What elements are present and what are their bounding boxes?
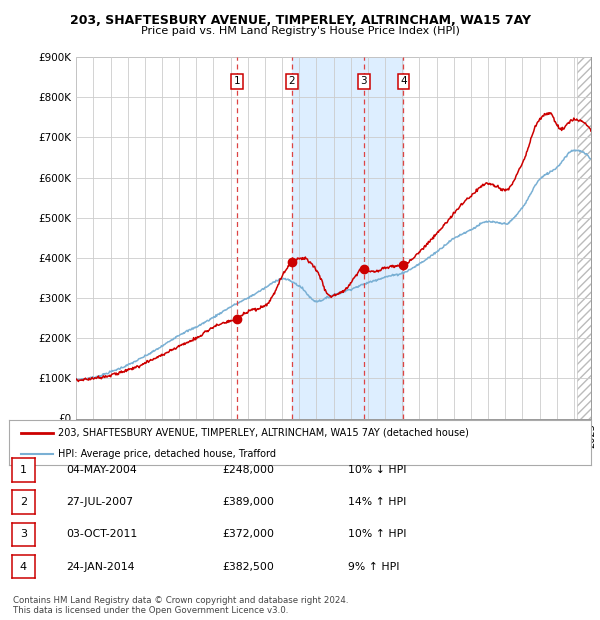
Text: £382,500: £382,500	[222, 562, 274, 572]
Bar	[364, 57, 403, 419]
Text: 03-OCT-2011: 03-OCT-2011	[66, 529, 137, 539]
Text: HPI: Average price, detached house, Trafford: HPI: Average price, detached house, Traf…	[58, 449, 277, 459]
Text: Price paid vs. HM Land Registry's House Price Index (HPI): Price paid vs. HM Land Registry's House …	[140, 26, 460, 36]
Bar	[577, 57, 591, 419]
Text: 27-JUL-2007: 27-JUL-2007	[66, 497, 133, 507]
Text: £389,000: £389,000	[222, 497, 274, 507]
Text: £248,000: £248,000	[222, 465, 274, 475]
Text: 24-JAN-2014: 24-JAN-2014	[66, 562, 134, 572]
Text: 3: 3	[20, 529, 27, 539]
Text: 14% ↑ HPI: 14% ↑ HPI	[348, 497, 406, 507]
Text: 04-MAY-2004: 04-MAY-2004	[66, 465, 137, 475]
Text: 4: 4	[20, 562, 27, 572]
Text: 10% ↓ HPI: 10% ↓ HPI	[348, 465, 407, 475]
Text: £372,000: £372,000	[222, 529, 274, 539]
Text: 9% ↑ HPI: 9% ↑ HPI	[348, 562, 400, 572]
Bar	[292, 57, 364, 419]
Text: 2: 2	[289, 76, 295, 86]
Text: 1: 1	[233, 76, 240, 86]
Bar	[577, 57, 591, 419]
Text: Contains HM Land Registry data © Crown copyright and database right 2024.
This d: Contains HM Land Registry data © Crown c…	[13, 596, 349, 615]
Text: 2: 2	[20, 497, 27, 507]
Text: 203, SHAFTESBURY AVENUE, TIMPERLEY, ALTRINCHAM, WA15 7AY (detached house): 203, SHAFTESBURY AVENUE, TIMPERLEY, ALTR…	[58, 428, 469, 438]
Text: 10% ↑ HPI: 10% ↑ HPI	[348, 529, 407, 539]
Text: 203, SHAFTESBURY AVENUE, TIMPERLEY, ALTRINCHAM, WA15 7AY: 203, SHAFTESBURY AVENUE, TIMPERLEY, ALTR…	[70, 14, 530, 27]
Text: 4: 4	[400, 76, 407, 86]
Text: 3: 3	[361, 76, 367, 86]
Text: 1: 1	[20, 465, 27, 475]
